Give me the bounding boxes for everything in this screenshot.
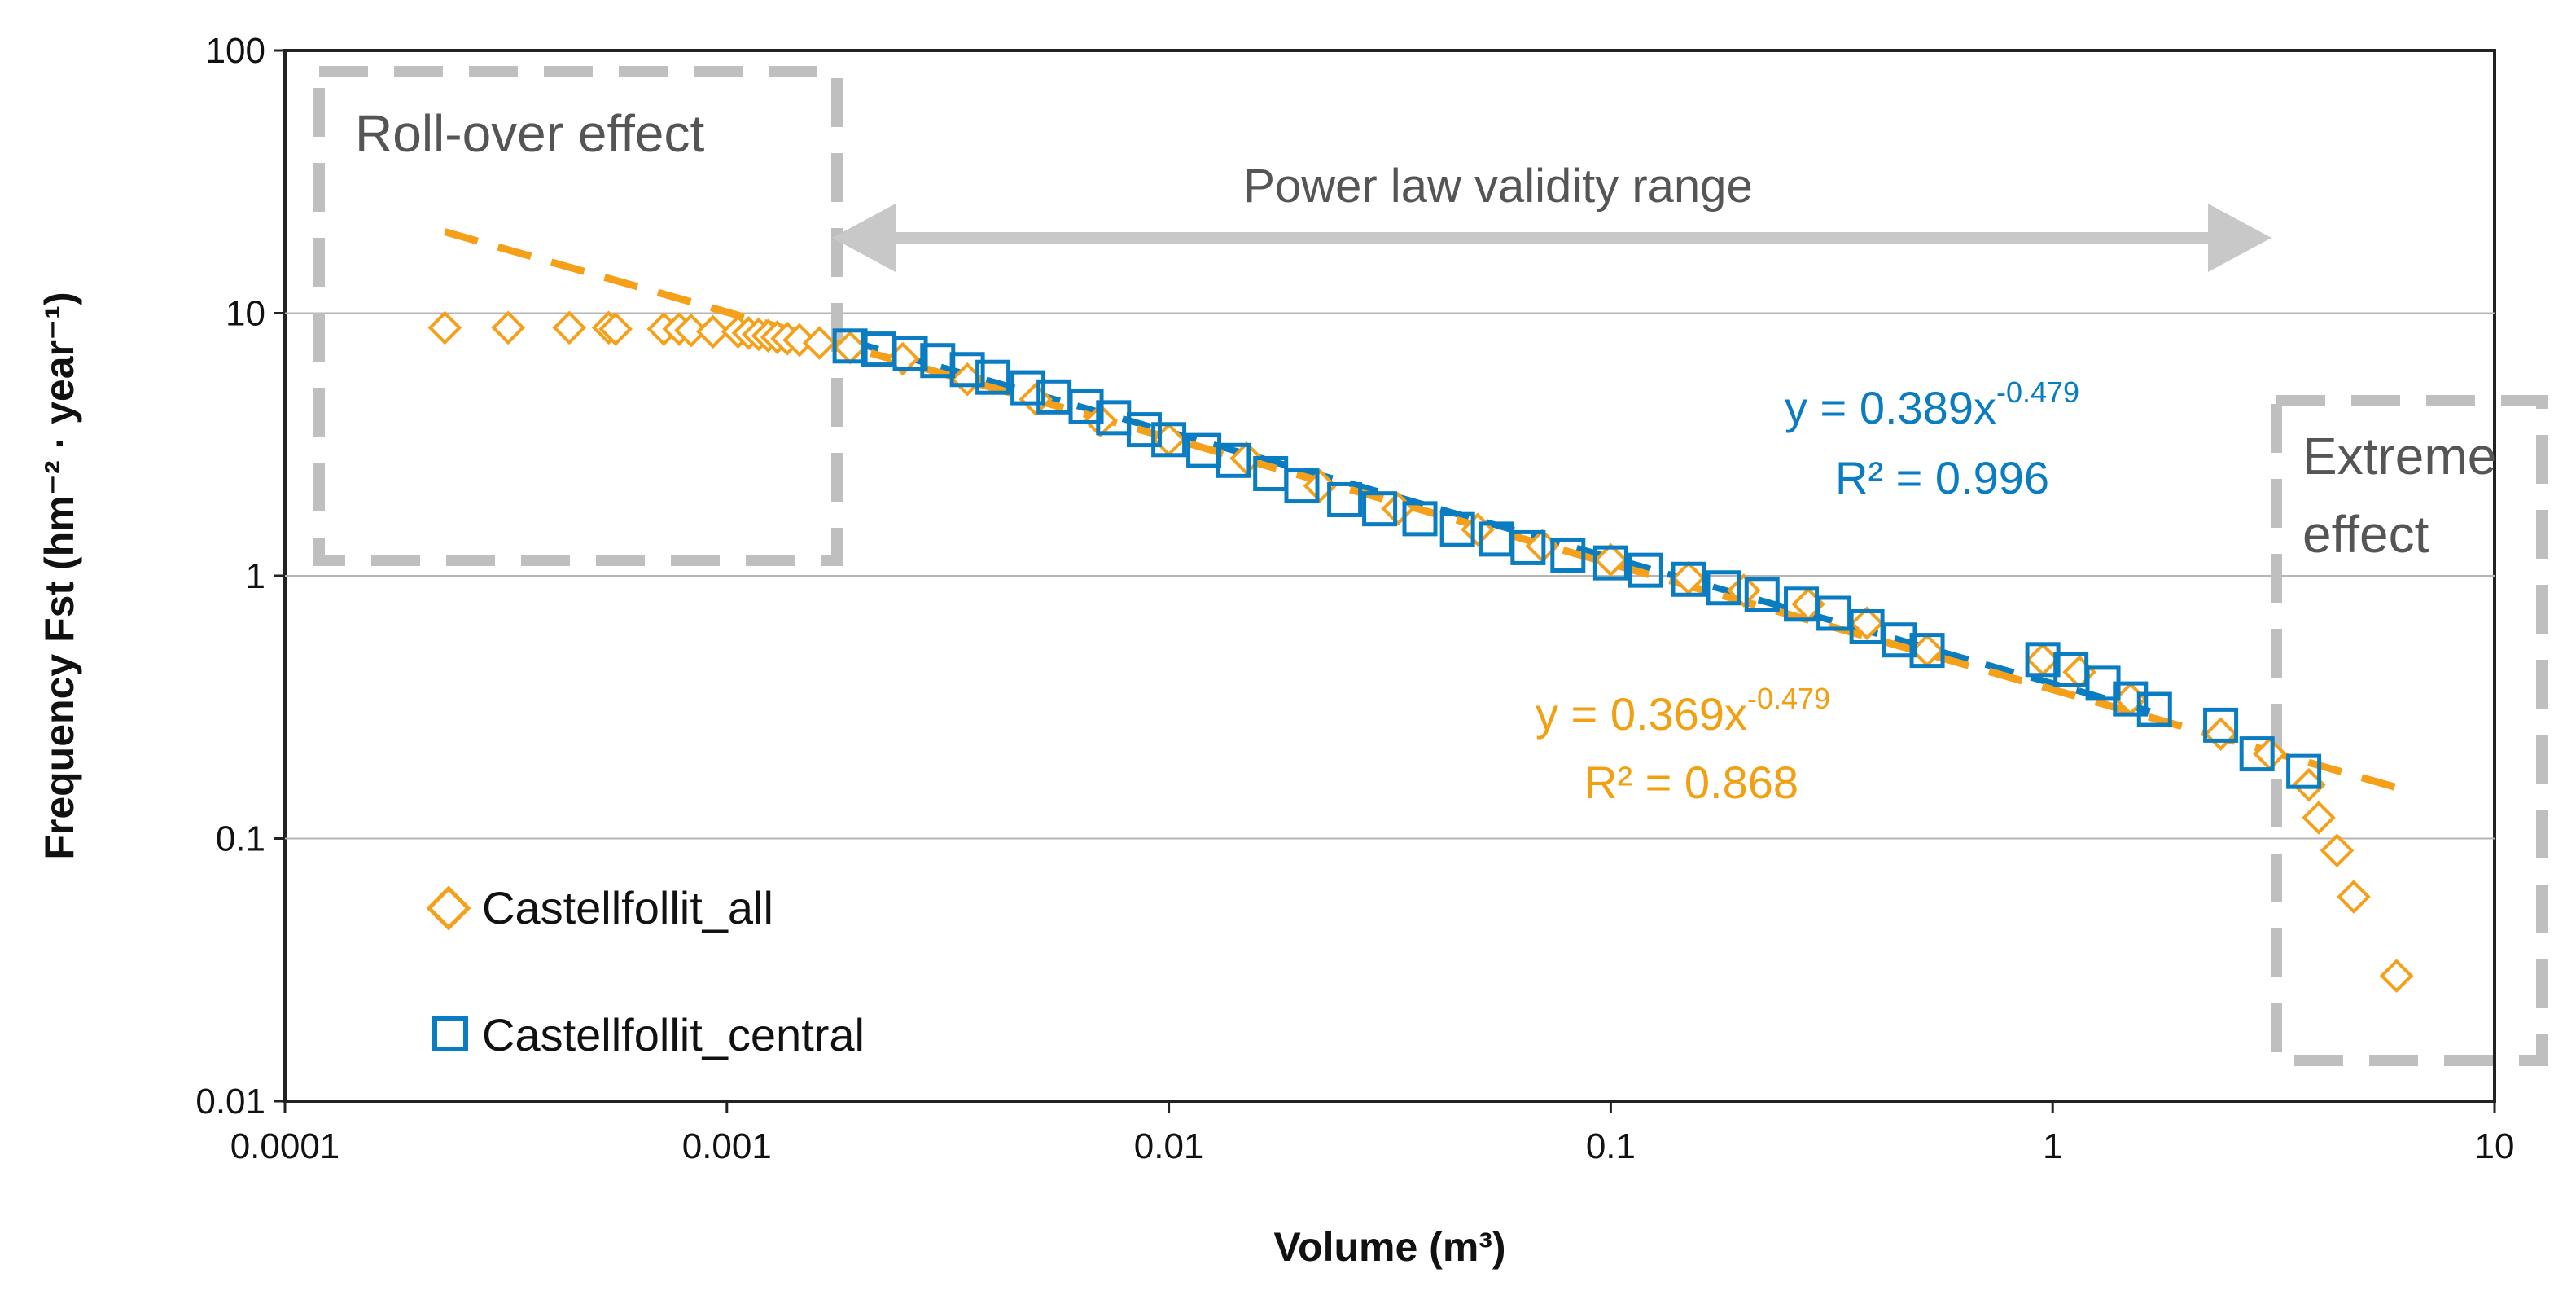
x-tick-label-3: 0.1 — [1586, 1126, 1636, 1166]
extreme-label-line1: Extreme — [2302, 427, 2496, 485]
legend-marker-central — [432, 1016, 468, 1051]
point-all-1 — [491, 310, 526, 345]
series-castellfollit-central — [832, 328, 2322, 789]
y-tick-label-1: 10 — [226, 294, 265, 334]
point-central-15 — [1284, 468, 1320, 504]
point-central-37 — [2136, 691, 2172, 727]
point-all-0 — [427, 310, 462, 345]
x-axis-title: Volume (m³) — [1273, 1224, 1505, 1270]
point-all-15 — [782, 323, 817, 358]
point-central-5 — [975, 359, 1011, 395]
equation-all: y = 0.369x-0.479 — [1536, 682, 1830, 740]
x-tick-label-0: 0.0001 — [230, 1126, 340, 1166]
extreme-region-box — [2271, 395, 2548, 1066]
point-central-6 — [1010, 370, 1046, 406]
validity-label: Power law validity range — [1243, 160, 1752, 213]
point-central-24 — [1628, 552, 1663, 588]
point-central-39 — [2239, 736, 2275, 772]
point-all-2 — [552, 310, 587, 345]
r2-central: R² = 0.996 — [1835, 452, 2049, 503]
point-central-13 — [1216, 442, 1251, 478]
legend-marker-all — [426, 885, 471, 931]
y-tick-label-4: 0.01 — [195, 1082, 265, 1122]
point-all-4 — [598, 312, 633, 346]
point-central-4 — [949, 352, 985, 388]
point-all-42 — [2337, 880, 2371, 914]
x-tick-label-4: 1 — [2043, 1126, 2062, 1166]
point-central-21 — [1510, 529, 1546, 565]
point-all-43 — [2379, 959, 2414, 993]
legend-label-central: Castellfollit_central — [482, 1009, 865, 1060]
x-axis-ticks: 0.0001 0.001 0.01 0.1 1 10 — [230, 1101, 2515, 1166]
rollover-label: Roll-over effect — [355, 104, 704, 163]
point-central-18 — [1402, 501, 1438, 537]
point-central-31 — [1882, 622, 1917, 658]
point-central-33 — [2025, 642, 2061, 678]
legend: Castellfollit_all Castellfollit_central — [426, 882, 865, 1060]
point-central-40 — [2286, 753, 2322, 789]
r2-all: R² = 0.868 — [1584, 757, 1798, 808]
equation-central: y = 0.389x-0.479 — [1785, 375, 2079, 433]
point-all-30 — [1726, 573, 1761, 608]
point-all-8 — [695, 314, 730, 349]
point-central-26 — [1706, 570, 1741, 606]
point-central-32 — [1909, 633, 1945, 669]
point-central-0 — [832, 328, 868, 364]
validity-range-arrow — [832, 204, 2272, 272]
point-central-38 — [2203, 707, 2239, 743]
point-central-8 — [1068, 388, 1104, 424]
rollover-region-box — [313, 66, 843, 566]
point-central-11 — [1151, 422, 1187, 458]
x-tick-label-1: 0.001 — [682, 1126, 772, 1166]
point-central-2 — [892, 336, 928, 371]
point-central-29 — [1816, 595, 1852, 631]
point-central-22 — [1550, 537, 1586, 573]
point-central-19 — [1439, 511, 1475, 547]
point-central-36 — [2113, 681, 2149, 717]
y-axis-ticks: 100 10 1 0.1 0.01 — [195, 31, 285, 1122]
point-all-41 — [2320, 833, 2355, 868]
y-tick-label-2: 1 — [246, 556, 265, 596]
point-all-7 — [674, 313, 708, 348]
point-central-16 — [1327, 481, 1363, 517]
extreme-label-line2: effect — [2302, 505, 2429, 564]
legend-label-all: Castellfollit_all — [482, 882, 773, 933]
fit-line-castellfollit-central — [849, 338, 2156, 716]
point-central-10 — [1126, 412, 1162, 448]
point-all-32 — [1850, 606, 1884, 641]
y-tick-label-3: 0.1 — [216, 819, 265, 859]
point-all-28 — [1593, 542, 1628, 577]
y-axis-title: Frequency Fst (hm⁻² · year⁻¹) — [37, 292, 82, 859]
point-central-17 — [1362, 491, 1398, 527]
point-all-16 — [802, 326, 837, 360]
y-tick-label-0: 100 — [206, 31, 265, 71]
point-central-25 — [1671, 561, 1706, 597]
point-central-23 — [1592, 545, 1628, 581]
point-all-40 — [2302, 801, 2336, 835]
x-tick-label-5: 10 — [2475, 1126, 2515, 1166]
point-central-27 — [1744, 577, 1780, 612]
x-tick-label-2: 0.01 — [1134, 1126, 1204, 1166]
gridlines — [285, 312, 2495, 840]
